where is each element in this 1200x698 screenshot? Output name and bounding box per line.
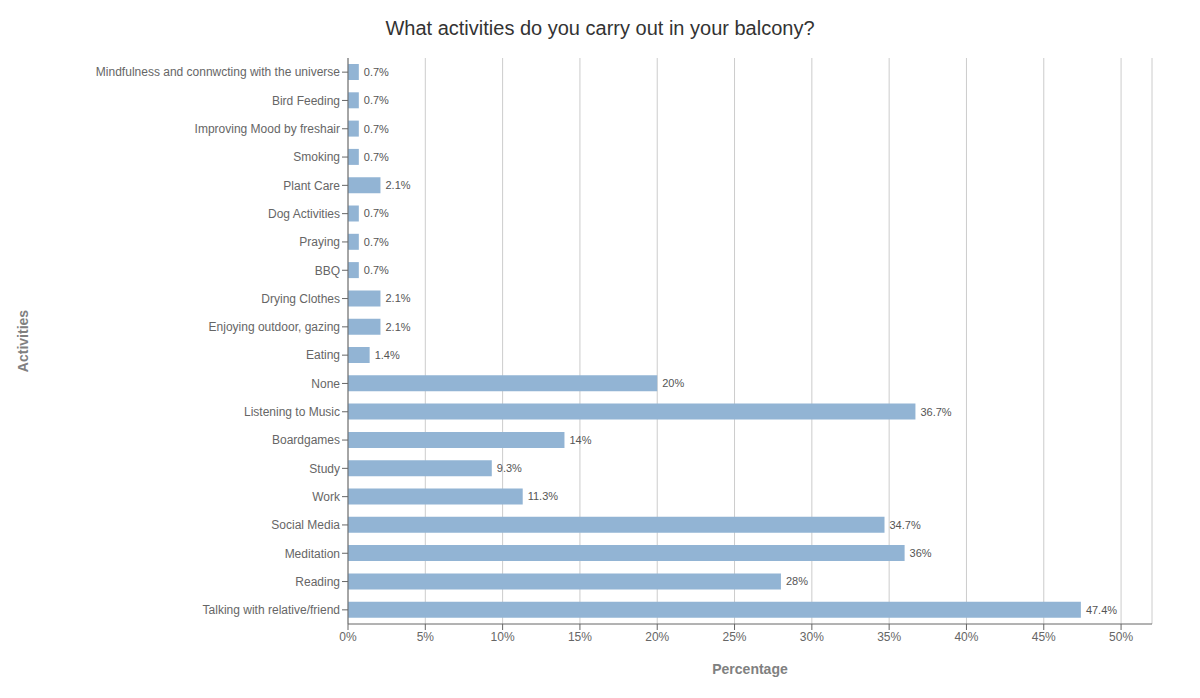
svg-text:50%: 50% [1109, 630, 1133, 644]
svg-text:Social Media: Social Media [271, 518, 340, 532]
svg-text:Plant Care: Plant Care [283, 179, 340, 193]
svg-text:0.7%: 0.7% [364, 94, 389, 106]
svg-text:10%: 10% [491, 630, 515, 644]
svg-text:Improving Mood by freshair: Improving Mood by freshair [195, 122, 340, 136]
svg-text:0.7%: 0.7% [364, 207, 389, 219]
svg-text:Talking with relative/friend: Talking with relative/friend [203, 603, 340, 617]
svg-text:28%: 28% [786, 575, 808, 587]
svg-text:0.7%: 0.7% [364, 236, 389, 248]
svg-text:45%: 45% [1032, 630, 1056, 644]
svg-text:BBQ: BBQ [315, 264, 340, 278]
svg-text:14%: 14% [569, 434, 591, 446]
svg-text:2.1%: 2.1% [385, 292, 410, 304]
svg-text:0.7%: 0.7% [364, 264, 389, 276]
svg-text:20%: 20% [645, 630, 669, 644]
svg-text:34.7%: 34.7% [890, 519, 921, 531]
svg-text:15%: 15% [568, 630, 592, 644]
svg-text:Bird Feeding: Bird Feeding [272, 94, 340, 108]
svg-text:11.3%: 11.3% [528, 490, 559, 502]
svg-text:Meditation: Meditation [285, 547, 340, 561]
svg-text:Boardgames: Boardgames [272, 433, 340, 447]
svg-text:Eating: Eating [306, 348, 340, 362]
svg-text:Mindfulness and connwcting wit: Mindfulness and connwcting with the univ… [96, 65, 340, 79]
svg-text:30%: 30% [800, 630, 824, 644]
svg-text:0%: 0% [339, 630, 357, 644]
svg-text:40%: 40% [954, 630, 978, 644]
html-text:What activities do you carry o: What activities do you carry out in your… [385, 17, 815, 39]
svg-text:Drying Clothes: Drying Clothes [261, 292, 340, 306]
svg-text:Work: Work [312, 490, 341, 504]
svg-text:25%: 25% [723, 630, 747, 644]
svg-text:5%: 5% [417, 630, 435, 644]
svg-text:36%: 36% [910, 547, 932, 559]
svg-text:Study: Study [309, 462, 340, 476]
svg-text:0.7%: 0.7% [364, 123, 389, 135]
svg-text:Listening to Music: Listening to Music [244, 405, 340, 419]
svg-text:0.7%: 0.7% [364, 151, 389, 163]
svg-text:Activities: Activities [15, 310, 31, 372]
svg-text:None: None [311, 377, 340, 391]
svg-text:Praying: Praying [299, 235, 340, 249]
svg-text:Reading: Reading [295, 575, 340, 589]
svg-text:Dog Activities: Dog Activities [268, 207, 340, 221]
svg-text:36.7%: 36.7% [920, 406, 951, 418]
svg-text:35%: 35% [877, 630, 901, 644]
svg-text:Enjoying outdoor, gazing: Enjoying outdoor, gazing [209, 320, 340, 334]
svg-text:2.1%: 2.1% [385, 179, 410, 191]
svg-text:Percentage: Percentage [712, 661, 788, 677]
svg-text:47.4%: 47.4% [1086, 604, 1117, 616]
svg-text:2.1%: 2.1% [385, 321, 410, 333]
svg-text:20%: 20% [662, 377, 684, 389]
svg-text:Smoking: Smoking [293, 150, 340, 164]
svg-text:1.4%: 1.4% [375, 349, 400, 361]
svg-text:9.3%: 9.3% [497, 462, 522, 474]
svg-text:0.7%: 0.7% [364, 66, 389, 78]
